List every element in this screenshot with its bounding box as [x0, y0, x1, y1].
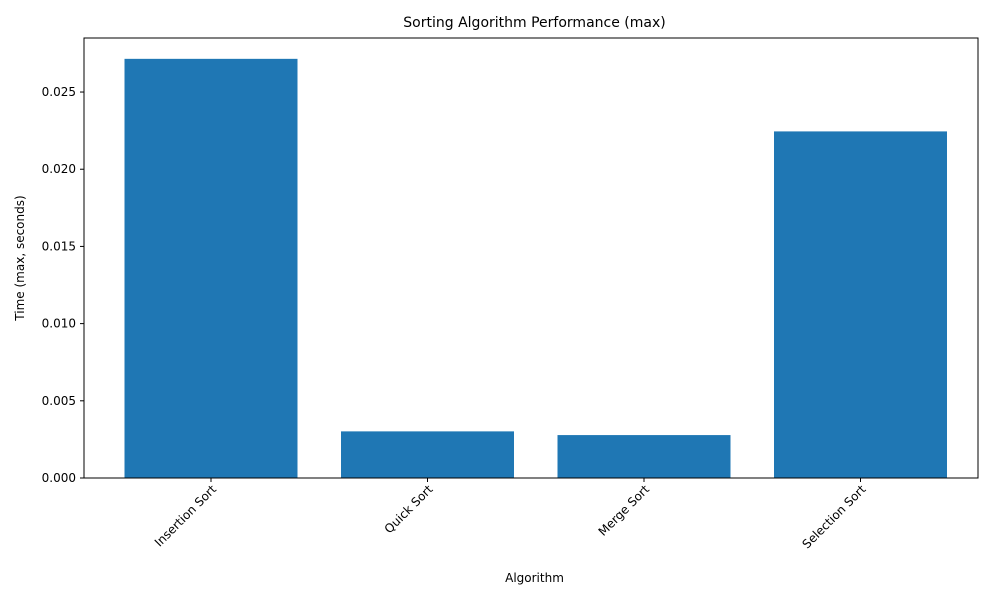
- y-axis-label: Time (max, seconds): [13, 195, 27, 321]
- bars-group: [124, 58, 947, 479]
- bar-merge-sort: [557, 435, 731, 478]
- bar-selection-sort: [774, 131, 947, 478]
- x-tick-label: Merge Sort: [596, 482, 653, 539]
- chart-title: Sorting Algorithm Performance (max): [403, 15, 665, 31]
- y-tick-label: 0.015: [42, 239, 76, 253]
- y-tick-label: 0.025: [42, 85, 76, 99]
- bar-quick-sort: [341, 431, 514, 478]
- y-axis: 0.000 0.005 0.010 0.015 0.020 0.025: [42, 85, 84, 485]
- x-axis-label: Algorithm: [505, 571, 564, 585]
- bar-insertion-sort: [124, 58, 298, 479]
- plot-frame: [83, 37, 979, 479]
- x-tick-label: Insertion Sort: [152, 482, 219, 549]
- y-tick-label: 0.000: [42, 471, 76, 485]
- y-tick-label: 0.005: [42, 394, 76, 408]
- y-tick-label: 0.020: [42, 162, 76, 176]
- x-tick-label: Selection Sort: [800, 482, 869, 551]
- y-tick-label: 0.010: [42, 317, 76, 331]
- x-axis: Insertion Sort Quick Sort Merge Sort Select…: [152, 478, 869, 551]
- x-tick-label: Quick Sort: [382, 482, 436, 536]
